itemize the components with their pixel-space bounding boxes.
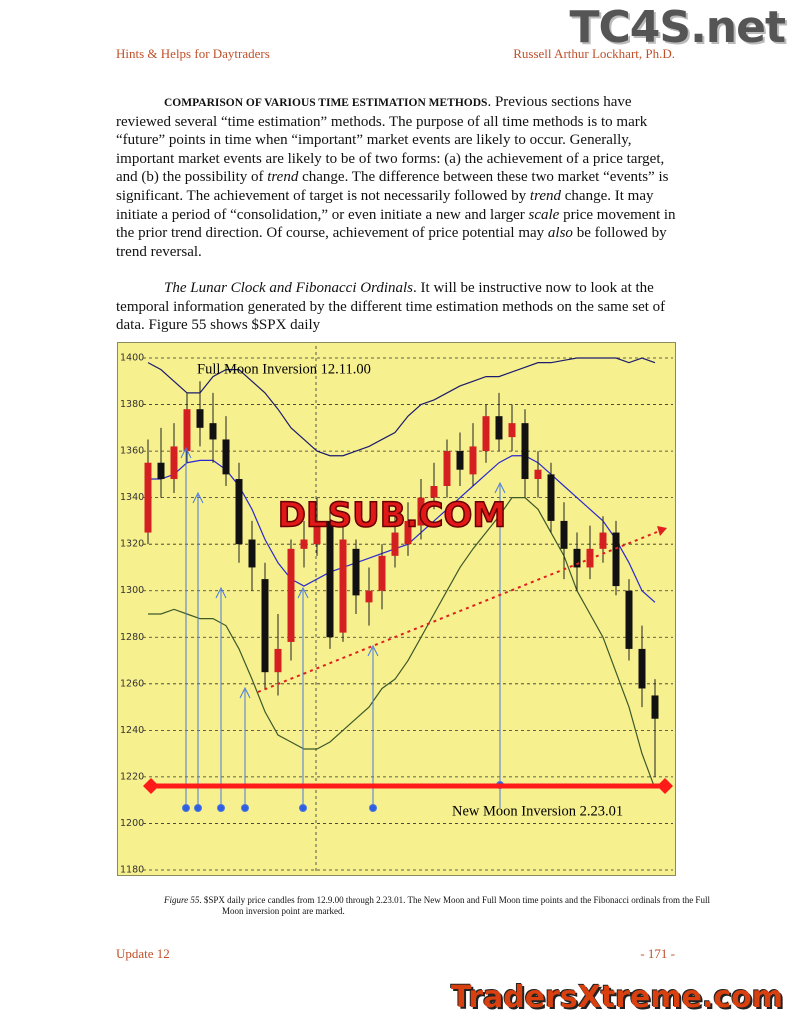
indicator-line <box>147 357 656 457</box>
caption: Figure 55. $SPX daily price candles from… <box>164 895 722 917</box>
paragraph: COMPARISON OF VARIOUS TIME ESTIMATION ME… <box>116 93 677 261</box>
marker-dot <box>241 804 249 812</box>
text-run: . Previous sections have reviewed severa… <box>116 94 665 186</box>
header-right: Russell Arthur Lockhart, Ph.D. <box>513 46 675 61</box>
y-tick-label: 1240 <box>120 725 144 736</box>
text-run: change. The difference between these two… <box>116 169 669 204</box>
indicator-line <box>148 497 656 789</box>
candle-body <box>183 409 191 452</box>
text-run: trend <box>267 169 299 186</box>
text-run: . It will be instructive now to look at … <box>116 280 666 334</box>
fibonacci-markers <box>180 446 506 812</box>
text-run: trend <box>529 187 562 204</box>
text-run: change. It may initiate a period of “con… <box>116 187 654 223</box>
watermark: TradersXtreme.com <box>451 980 783 1015</box>
marker-dot <box>369 804 377 812</box>
text-run: scale <box>528 206 560 223</box>
candle-body <box>482 416 490 452</box>
candle-body <box>417 497 425 526</box>
candle-body <box>469 446 477 475</box>
y-tick-label: 1360 <box>120 446 144 457</box>
y-tick-label: 1220 <box>120 771 144 782</box>
header-left: Hints & Helps for Daytraders <box>116 46 270 61</box>
annotation: Full Moon Inversion 12.11.00 <box>197 361 371 377</box>
footer-left: Update 12 <box>116 946 170 961</box>
text-run: price movement in the prior trend direct… <box>116 206 676 242</box>
y-tick-label: 1400 <box>120 353 144 364</box>
text-run: The Lunar Clock and Fibonacci Ordinals <box>164 280 414 296</box>
candle-body <box>638 648 646 689</box>
candle-body <box>313 520 321 545</box>
paragraph: The Lunar Clock and Fibonacci Ordinals. … <box>116 279 677 335</box>
candle-body <box>209 423 217 440</box>
annotation: New Moon Inversion 2.23.01 <box>452 803 623 819</box>
marker-dot <box>299 804 307 812</box>
candle-body <box>573 548 581 568</box>
candle-body <box>625 590 633 649</box>
chart: 1180 1200 1220 1240 1260 1280 1300 1320 1340 1360… <box>117 342 676 876</box>
marker-dot <box>194 804 202 812</box>
candle-body <box>248 539 256 568</box>
y-tick-label: 1200 <box>120 818 144 829</box>
watermark: TC4S.net <box>569 2 786 53</box>
candle-body <box>378 555 386 591</box>
marker-dot <box>217 804 225 812</box>
candle-body <box>560 520 568 549</box>
marker-arrowhead <box>180 446 506 699</box>
candle-body <box>547 474 555 521</box>
y-tick-label: 1280 <box>120 632 144 643</box>
marker-dot <box>182 804 190 812</box>
y-tick-label: 1340 <box>120 492 144 503</box>
trend-line <box>257 531 658 693</box>
candle-body <box>365 590 373 603</box>
candle-body <box>287 548 295 642</box>
candle-body <box>651 695 659 719</box>
candle-body <box>261 579 269 673</box>
candle-body <box>235 479 243 545</box>
text-run: also <box>547 225 573 242</box>
y-tick-label: 1320 <box>120 539 144 550</box>
watermark: DLSUB.COM <box>278 496 507 536</box>
candle-body <box>144 462 152 533</box>
candle-body <box>404 520 412 545</box>
candle-body <box>521 423 529 480</box>
y-tick-label: 1300 <box>120 585 144 596</box>
candle-body <box>170 446 178 480</box>
text-run: be followed by trend reversal. <box>116 225 667 260</box>
candle-body <box>612 532 620 587</box>
y-tick-label: 1260 <box>120 678 144 689</box>
y-tick-label: 1380 <box>120 399 144 410</box>
candle-body <box>274 648 282 673</box>
candle-body <box>196 409 204 428</box>
candle-body <box>443 451 451 486</box>
text-run: Figure 55 <box>164 895 200 905</box>
candle-body <box>456 451 464 470</box>
candle-body <box>430 486 438 498</box>
candle-body <box>391 532 399 556</box>
candle-body <box>508 423 516 438</box>
candle-body <box>352 548 360 596</box>
candle-body <box>300 539 308 549</box>
candle-body <box>157 462 165 480</box>
candle-body <box>326 520 334 638</box>
y-tick-label: 1180 <box>120 865 144 876</box>
text-run: COMPARISON OF VARIOUS TIME ESTIMATION ME… <box>164 97 488 109</box>
trend-arrowhead <box>657 526 667 536</box>
candle-body <box>534 469 542 480</box>
footer-right: - 171 - <box>640 946 675 961</box>
candle-body <box>339 539 347 633</box>
candle-body <box>222 439 230 475</box>
indicator-line <box>148 455 656 603</box>
text-run: . $SPX daily price candles from 12.9.00 … <box>199 895 710 916</box>
candle-body <box>495 416 503 440</box>
candle-body <box>599 532 607 549</box>
